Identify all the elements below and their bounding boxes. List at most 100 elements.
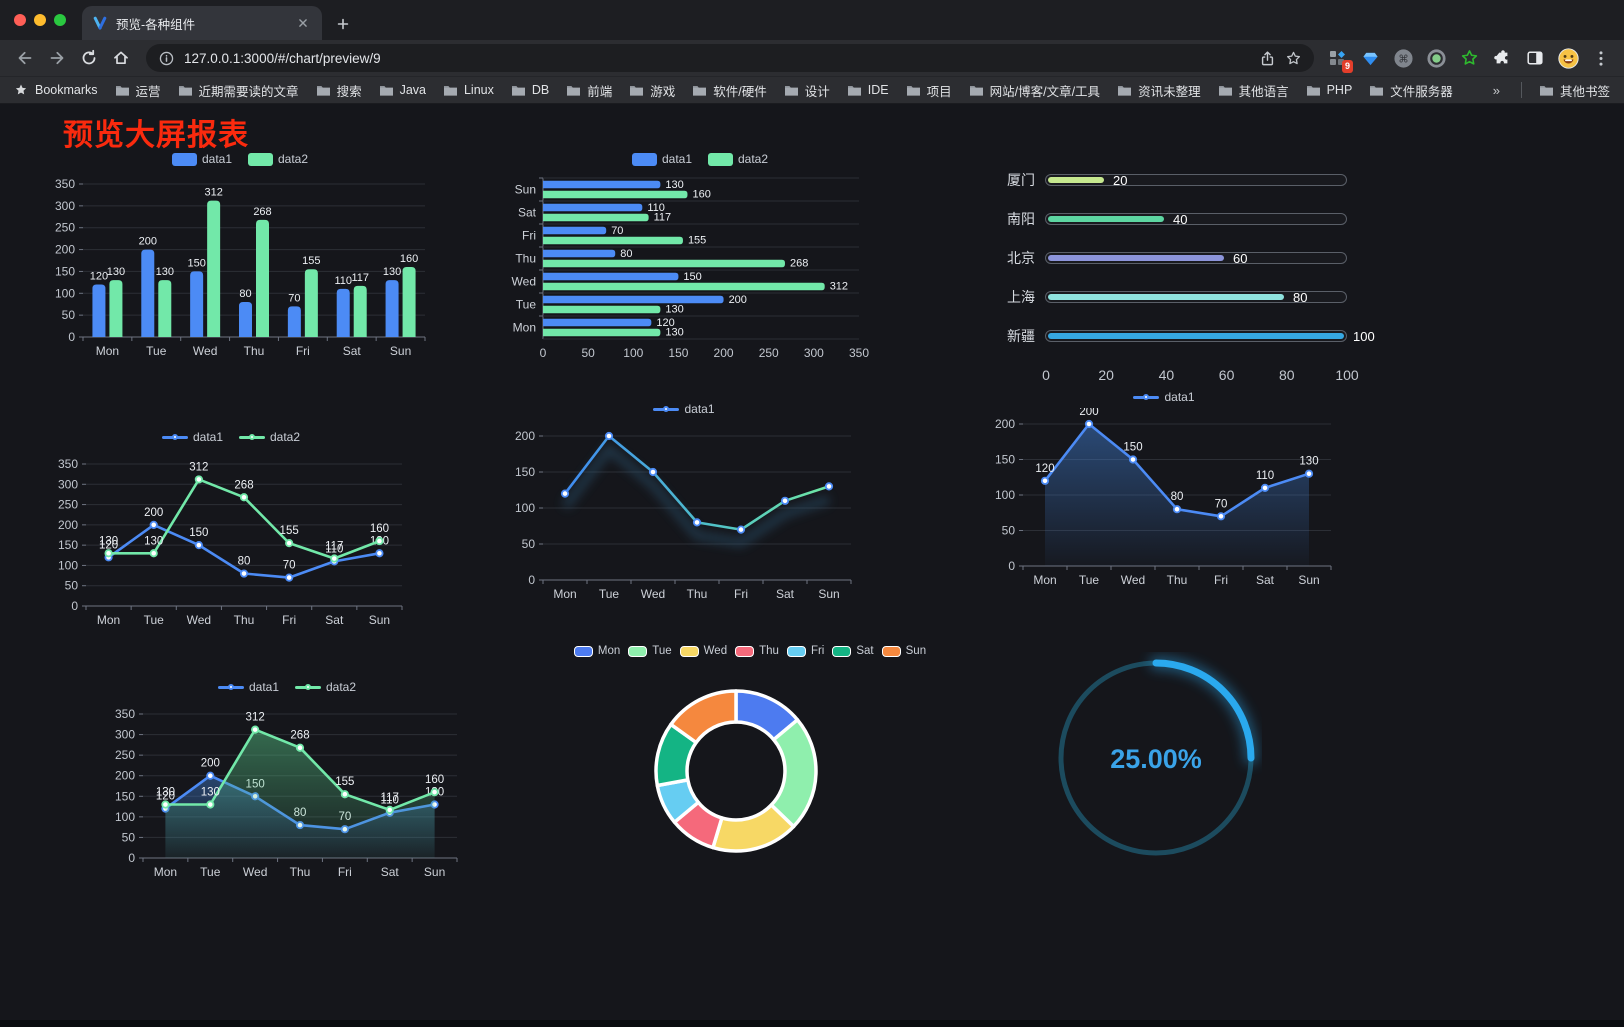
bookmarks-root[interactable]: Bookmarks bbox=[14, 83, 98, 97]
new-tab-button[interactable] bbox=[332, 13, 354, 35]
legend-item-data2[interactable]: data2 bbox=[239, 430, 300, 444]
tab-manager-extension-icon[interactable]: 9 bbox=[1324, 45, 1353, 73]
svg-text:130: 130 bbox=[144, 535, 163, 547]
profile-avatar[interactable] bbox=[1555, 45, 1581, 71]
svg-text:Mon: Mon bbox=[96, 344, 119, 358]
legend-swatch-icon bbox=[239, 431, 265, 443]
site-favicon-icon bbox=[92, 15, 108, 31]
legend-item-data2[interactable]: data2 bbox=[295, 680, 356, 694]
site-info-icon[interactable] bbox=[158, 50, 175, 67]
legend-item-Mon[interactable]: Mon bbox=[573, 645, 620, 657]
green-star-extension-icon[interactable] bbox=[1456, 45, 1482, 71]
folder-icon bbox=[784, 85, 798, 96]
bookmark-folder[interactable]: 其他语言 bbox=[1218, 81, 1289, 100]
bookmark-folder[interactable]: 设计 bbox=[784, 81, 830, 100]
legend-item-Sat[interactable]: Sat bbox=[832, 645, 874, 657]
legend-item-data1[interactable]: data1 bbox=[217, 680, 279, 694]
progress-label: 上海 bbox=[1007, 288, 1035, 305]
other-bookmarks[interactable]: 其他书签 bbox=[1539, 81, 1610, 100]
recorder-extension-icon[interactable] bbox=[1423, 45, 1449, 71]
bookmark-folder[interactable]: 软件/硬件 bbox=[692, 81, 767, 100]
svg-text:Wed: Wed bbox=[1121, 573, 1145, 587]
svg-text:Tue: Tue bbox=[1079, 573, 1100, 587]
svg-text:100: 100 bbox=[995, 488, 1015, 502]
reload-button[interactable] bbox=[74, 43, 104, 73]
back-button[interactable] bbox=[10, 43, 40, 73]
command-extension-icon[interactable]: ⌘ bbox=[1390, 45, 1416, 71]
tab-close-icon[interactable] bbox=[292, 12, 314, 34]
extension-badge: 9 bbox=[1341, 60, 1353, 73]
bookmark-folder[interactable]: 项目 bbox=[906, 81, 952, 100]
bookmark-folder[interactable]: 近期需要读的文章 bbox=[178, 81, 299, 100]
svg-text:Fri: Fri bbox=[522, 229, 536, 243]
progress-fill bbox=[1048, 332, 1344, 339]
extensions-puzzle-icon[interactable] bbox=[1489, 45, 1515, 71]
bookmark-folder[interactable]: IDE bbox=[847, 83, 889, 97]
gem-extension-icon[interactable] bbox=[1357, 45, 1383, 71]
browser-tab[interactable]: 预览-各种组件 bbox=[82, 6, 322, 40]
legend-item-data2[interactable]: data2 bbox=[708, 152, 768, 166]
legend-item-Thu[interactable]: Thu bbox=[735, 645, 779, 657]
legend-item-data1[interactable]: data1 bbox=[631, 152, 692, 166]
forward-button[interactable] bbox=[42, 43, 72, 73]
fullscreen-window-button[interactable] bbox=[54, 14, 66, 26]
bookmark-folder[interactable]: 网站/博客/文章/工具 bbox=[969, 81, 1100, 100]
legend-item-Wed[interactable]: Wed bbox=[679, 645, 727, 657]
svg-text:Fri: Fri bbox=[338, 865, 352, 879]
svg-text:50: 50 bbox=[581, 346, 595, 360]
legend-item-data1[interactable]: data1 bbox=[1133, 390, 1195, 404]
bookmark-folder-label: PHP bbox=[1326, 83, 1353, 97]
chart-legend: data1 data2 bbox=[103, 676, 471, 698]
home-button[interactable] bbox=[106, 43, 136, 73]
url-text[interactable]: 127.0.0.1:3000/#/chart/preview/9 bbox=[184, 50, 381, 66]
bookmarks-overflow-chevron[interactable]: » bbox=[1492, 82, 1500, 98]
svg-text:300: 300 bbox=[58, 477, 78, 491]
svg-text:100: 100 bbox=[55, 286, 75, 300]
svg-text:312: 312 bbox=[830, 281, 848, 293]
side-panel-icon[interactable] bbox=[1522, 45, 1548, 71]
close-window-button[interactable] bbox=[14, 14, 26, 26]
svg-text:Thu: Thu bbox=[515, 252, 536, 266]
legend-item-data1[interactable]: data1 bbox=[161, 430, 223, 444]
bookmarks-divider bbox=[1520, 82, 1522, 98]
menu-kebab-icon[interactable] bbox=[1588, 45, 1614, 71]
share-icon[interactable] bbox=[1259, 50, 1276, 67]
svg-text:Sat: Sat bbox=[518, 206, 537, 220]
legend-label: data2 bbox=[738, 152, 769, 166]
bookmark-folder[interactable]: Java bbox=[379, 83, 426, 97]
bookmark-folder[interactable]: DB bbox=[511, 83, 549, 97]
address-bar[interactable]: 127.0.0.1:3000/#/chart/preview/9 bbox=[146, 44, 1314, 72]
svg-text:268: 268 bbox=[790, 258, 808, 270]
bookmark-folder[interactable]: 文件服务器 bbox=[1369, 81, 1453, 100]
bookmark-folder[interactable]: 搜索 bbox=[316, 81, 362, 100]
bookmark-folder[interactable]: 游戏 bbox=[629, 81, 675, 100]
svg-text:0: 0 bbox=[68, 330, 75, 344]
svg-text:200: 200 bbox=[139, 236, 157, 248]
chart-grouped-bar: data1 data2 0 50 100 150 200 250 300 350 Mon Tue Wed… bbox=[45, 148, 435, 363]
legend-item-Sun[interactable]: Sun bbox=[881, 645, 927, 657]
bookmark-folder[interactable]: Linux bbox=[443, 83, 494, 97]
svg-text:150: 150 bbox=[189, 527, 208, 539]
legend-item-data2[interactable]: data2 bbox=[248, 152, 308, 166]
bookmark-star-icon[interactable] bbox=[1285, 50, 1302, 67]
bookmark-folder[interactable]: 资讯未整理 bbox=[1117, 81, 1201, 100]
bookmark-folder-label: 游戏 bbox=[650, 84, 676, 99]
svg-text:150: 150 bbox=[115, 789, 135, 803]
legend-item-data1[interactable]: data1 bbox=[171, 152, 232, 166]
legend-label: data1 bbox=[661, 152, 692, 166]
bookmark-folder-label: 设计 bbox=[804, 84, 830, 99]
minimize-window-button[interactable] bbox=[34, 14, 46, 26]
progress-label: 南阳 bbox=[1007, 210, 1035, 227]
tab-strip: 预览-各种组件 bbox=[0, 0, 1624, 40]
legend-item-Fri[interactable]: Fri bbox=[786, 645, 824, 657]
legend-label: Tue bbox=[652, 645, 672, 657]
bookmark-folder[interactable]: 前端 bbox=[566, 81, 612, 100]
bookmark-folder[interactable]: PHP bbox=[1306, 83, 1353, 97]
chart-legend: data1 data2 bbox=[505, 148, 895, 170]
legend-item-data1[interactable]: data1 bbox=[653, 402, 715, 416]
svg-text:150: 150 bbox=[58, 538, 78, 552]
svg-text:312: 312 bbox=[204, 187, 222, 199]
bookmark-folder[interactable]: 运营 bbox=[115, 81, 161, 100]
legend-item-Tue[interactable]: Tue bbox=[628, 645, 672, 657]
legend-label: Sun bbox=[905, 645, 927, 657]
